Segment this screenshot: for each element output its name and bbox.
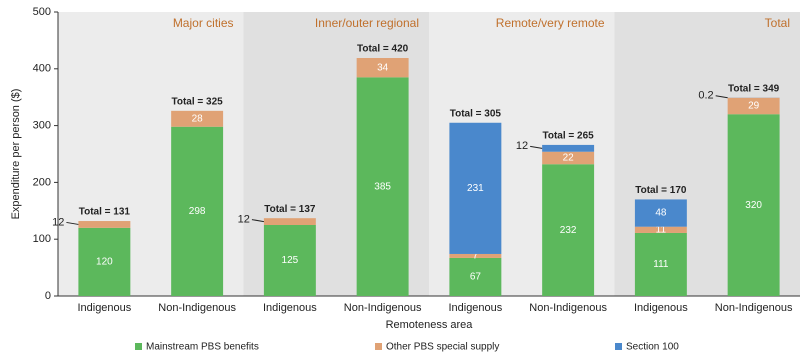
data-label: 28 bbox=[192, 113, 204, 124]
leader-line bbox=[251, 219, 264, 223]
bar-segment bbox=[727, 114, 780, 297]
bar-segment bbox=[727, 97, 780, 115]
data-label: 67 bbox=[470, 272, 482, 283]
bar-segment bbox=[634, 226, 687, 233]
y-axis-title: Expenditure per person ($) bbox=[10, 89, 22, 220]
bar-segment bbox=[171, 126, 224, 297]
data-label: 12 bbox=[238, 213, 250, 225]
bar-segment bbox=[634, 232, 687, 296]
panel-label: Major cities bbox=[173, 16, 234, 30]
bar-segment bbox=[356, 77, 409, 296]
data-label: 48 bbox=[655, 208, 667, 219]
bar-segment bbox=[78, 221, 131, 228]
total-label: Total = 170 bbox=[635, 185, 687, 196]
bar-segment bbox=[263, 218, 316, 225]
legend-label: Section 100 bbox=[626, 342, 679, 353]
x-tick-label: Indigenous bbox=[77, 302, 131, 314]
bar-segment bbox=[78, 227, 131, 296]
panel-label: Total bbox=[765, 16, 790, 30]
bar-segment bbox=[449, 257, 502, 296]
total-label: Total = 305 bbox=[450, 108, 502, 119]
total-label: Total = 131 bbox=[79, 207, 131, 218]
panel-label: Inner/outer regional bbox=[315, 16, 419, 30]
bar-segment bbox=[542, 151, 595, 165]
leader-line bbox=[530, 145, 543, 149]
total-label: Total = 349 bbox=[728, 83, 780, 94]
data-label: 125 bbox=[282, 255, 299, 266]
bar-segment bbox=[449, 122, 502, 254]
data-label: 232 bbox=[560, 225, 577, 236]
data-label: 0.2 bbox=[698, 90, 713, 102]
data-label: 320 bbox=[745, 200, 762, 211]
total-label: Total = 137 bbox=[264, 204, 316, 215]
y-tick-label: 400 bbox=[33, 63, 51, 75]
data-label: 120 bbox=[96, 257, 113, 268]
y-tick-label: 0 bbox=[45, 290, 51, 302]
legend-label: Mainstream PBS benefits bbox=[146, 342, 259, 353]
data-label: 7 bbox=[473, 251, 479, 262]
data-label: 11 bbox=[656, 224, 667, 235]
bar-segment bbox=[263, 225, 316, 296]
y-tick-label: 500 bbox=[33, 6, 51, 18]
data-label: 231 bbox=[467, 183, 484, 194]
bar-segment bbox=[356, 58, 409, 78]
x-tick-label: Non-Indigenous bbox=[529, 302, 607, 314]
y-tick-label: 200 bbox=[33, 176, 51, 188]
legend-swatch bbox=[615, 343, 622, 350]
y-tick-label: 100 bbox=[33, 233, 51, 245]
x-tick-label: Non-Indigenous bbox=[344, 302, 422, 314]
bar-segment bbox=[542, 164, 595, 296]
x-tick-label: Non-Indigenous bbox=[715, 302, 793, 314]
x-axis-title: Remoteness area bbox=[386, 319, 474, 331]
total-label: Total = 420 bbox=[357, 44, 409, 55]
legend-label: Other PBS special supply bbox=[386, 342, 499, 353]
y-tick-label: 300 bbox=[33, 120, 51, 132]
bar-segment bbox=[634, 199, 687, 227]
data-label: 12 bbox=[52, 216, 64, 228]
legend-swatch bbox=[135, 343, 142, 350]
x-tick-label: Indigenous bbox=[634, 302, 688, 314]
x-tick-label: Indigenous bbox=[448, 302, 502, 314]
data-label: 22 bbox=[563, 153, 575, 164]
legend-swatch bbox=[375, 343, 382, 350]
bar-segment bbox=[449, 253, 502, 258]
data-label: 12 bbox=[516, 140, 528, 152]
data-label: 111 bbox=[653, 259, 669, 270]
total-label: Total = 325 bbox=[172, 96, 224, 107]
leader-line bbox=[715, 95, 728, 99]
panel-label: Remote/very remote bbox=[496, 16, 605, 30]
data-label: 385 bbox=[374, 181, 391, 192]
data-label: 298 bbox=[189, 206, 206, 217]
x-tick-label: Indigenous bbox=[263, 302, 317, 314]
bar-segment bbox=[542, 144, 595, 152]
bar-segment bbox=[171, 110, 224, 127]
x-tick-label: Non-Indigenous bbox=[158, 302, 236, 314]
total-label: Total = 265 bbox=[543, 131, 595, 142]
data-label: 34 bbox=[377, 62, 389, 73]
data-label: 29 bbox=[748, 101, 760, 112]
leader-line bbox=[66, 221, 79, 225]
